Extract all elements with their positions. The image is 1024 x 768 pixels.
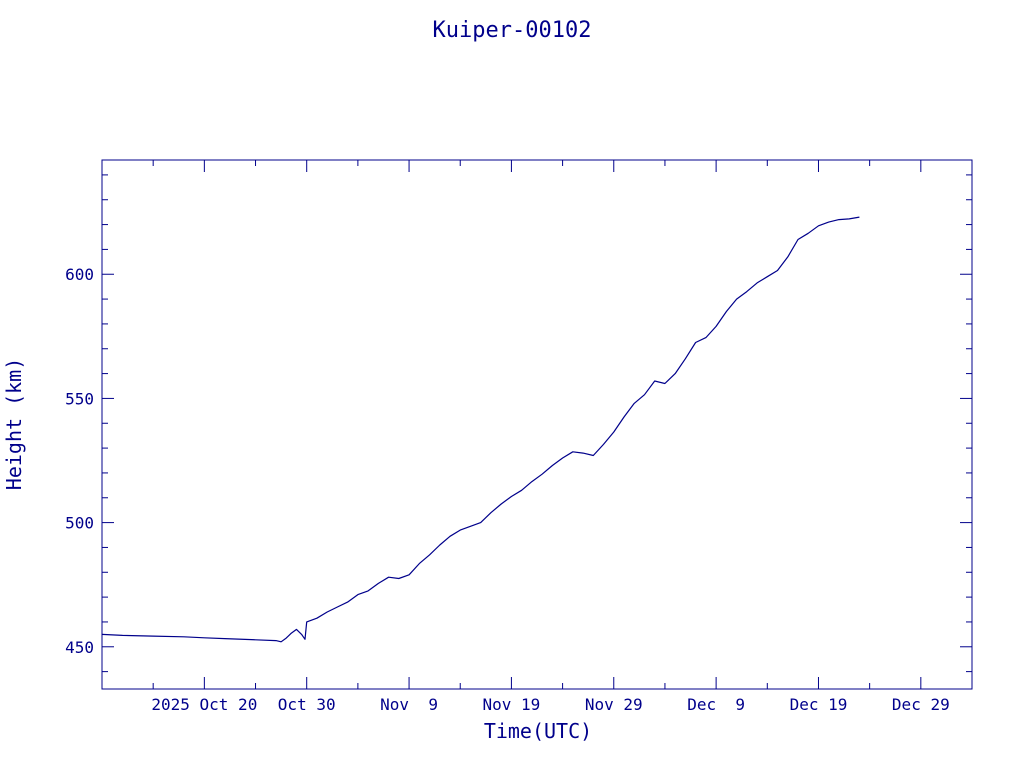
x-tick-label: Dec 19 [790,695,848,714]
x-tick-label: Nov 29 [585,695,643,714]
x-axis-label: Time(UTC) [484,719,592,743]
y-tick-label: 450 [65,638,94,657]
x-tick-label: Dec 29 [892,695,950,714]
y-axis-label: Height (km) [2,358,26,490]
x-tick-label: Nov 19 [483,695,541,714]
chart-title: Kuiper-00102 [433,18,592,43]
x-axis-ticks: 2025 Oct 20 Oct 30 Nov 9 Nov 19 Nov 29 Dec 9 D… [101,160,973,714]
x-tick-label: Nov 9 [380,695,438,714]
plot-frame [101,159,973,690]
x-tick-label: Dec 9 [687,695,745,714]
y-tick-label: 600 [65,265,94,284]
y-tick-label: 550 [65,389,94,408]
y-tick-label: 500 [65,514,94,533]
height-series-line [101,216,860,643]
y-axis-ticks: 450 500 550 600 [65,174,972,673]
x-tick-label: 2025 Oct 20 [151,695,257,714]
x-tick-label: Oct 30 [278,695,336,714]
